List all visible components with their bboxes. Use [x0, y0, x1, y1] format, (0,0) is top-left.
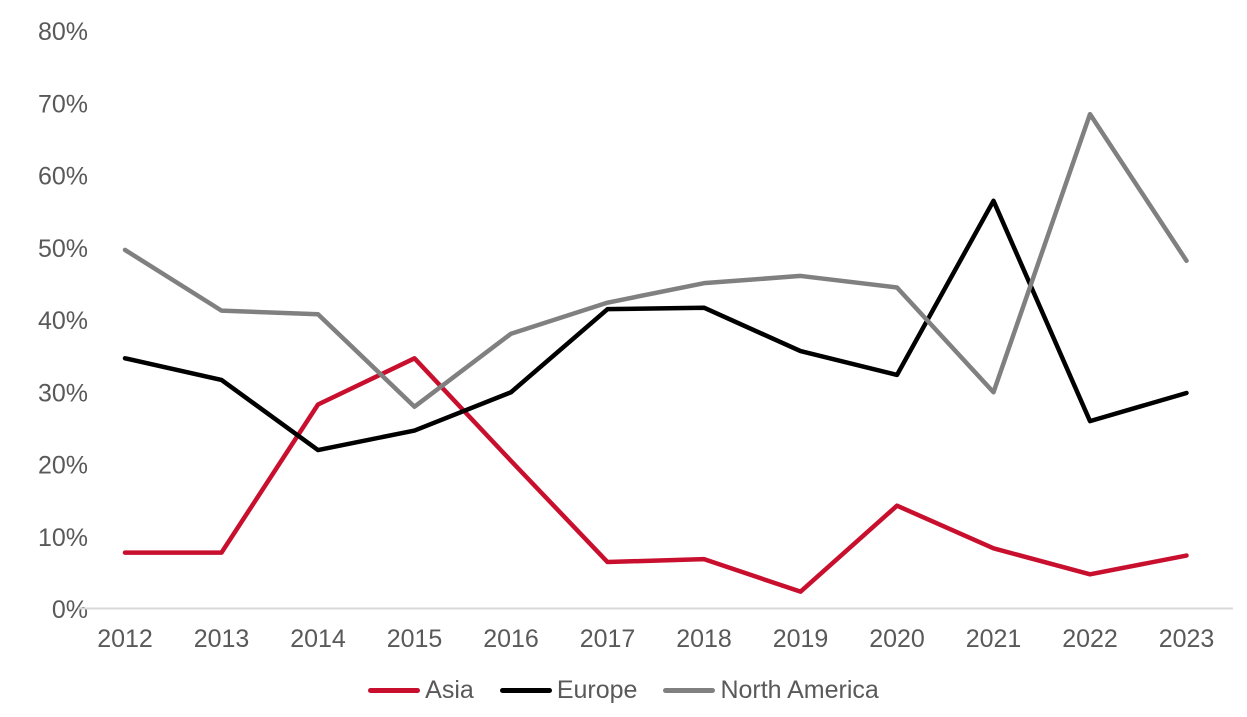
- x-axis-tick-label: 2013: [194, 625, 250, 653]
- series-line-north-america: [122, 111, 1189, 409]
- x-axis-tick-label: 2021: [966, 625, 1022, 653]
- legend-swatch-north-america-line: [663, 687, 716, 693]
- y-axis-tick-label: 40%: [38, 307, 88, 335]
- y-axis-tick-label: 60%: [38, 163, 88, 191]
- legend-swatch-europe-line: [499, 687, 552, 693]
- legend-swatch-asia-line: [368, 687, 421, 693]
- y-axis-tick-label: 50%: [38, 235, 88, 263]
- y-axis-tick-label: 0%: [52, 596, 88, 624]
- x-axis-tick-label: 2019: [773, 625, 829, 653]
- x-axis-tick-label: 2012: [97, 625, 153, 653]
- legend-item-north-america: North America: [663, 674, 879, 706]
- x-axis-tick-label: 2017: [580, 625, 636, 653]
- x-axis-tick-label: 2014: [290, 625, 346, 653]
- x-axis-tick-label: 2020: [869, 625, 925, 653]
- x-axis-tick-label: 2016: [483, 625, 539, 653]
- y-axis-tick-label: 20%: [38, 452, 88, 480]
- x-axis-tick-label: 2023: [1159, 625, 1215, 653]
- legend-item-europe: Europe: [499, 674, 638, 706]
- series-line-europe: [122, 198, 1189, 453]
- series-line-asia: [122, 356, 1189, 594]
- legend-label-europe: Europe: [556, 676, 638, 704]
- legend-label-north-america: North America: [720, 676, 879, 704]
- y-axis-tick-label: 80%: [38, 18, 88, 46]
- x-axis-tick-label: 2018: [676, 625, 732, 653]
- x-axis-tick-label: 2015: [387, 625, 443, 653]
- legend-item-asia: Asia: [368, 674, 474, 706]
- legend: Asia Europe North America: [0, 674, 1247, 706]
- y-axis-tick-label: 70%: [38, 90, 88, 118]
- y-axis-tick-label: 10%: [38, 524, 88, 552]
- y-axis-tick-label: 30%: [38, 379, 88, 407]
- legend-label-asia: Asia: [425, 676, 474, 704]
- x-axis-tick-label: 2022: [1062, 625, 1118, 653]
